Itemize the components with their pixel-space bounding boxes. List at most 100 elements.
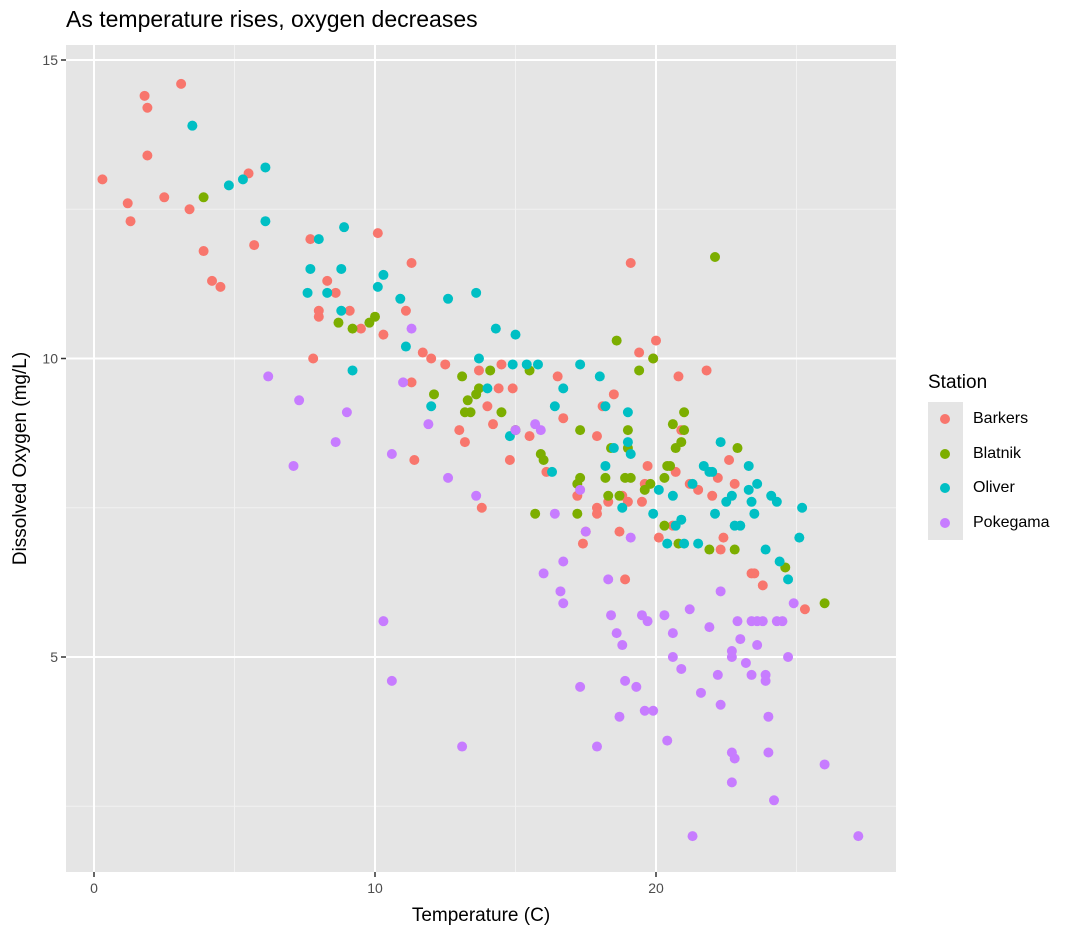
- data-point: [642, 616, 653, 627]
- data-point: [648, 353, 659, 364]
- data-point: [184, 204, 195, 215]
- data-point: [305, 234, 316, 245]
- data-point: [473, 383, 484, 394]
- data-point: [774, 556, 785, 567]
- data-point: [783, 574, 794, 585]
- data-point: [799, 604, 810, 615]
- data-point: [769, 795, 780, 806]
- data-point: [819, 598, 830, 609]
- data-point: [743, 460, 754, 471]
- data-point: [580, 526, 591, 537]
- data-point: [575, 472, 586, 483]
- data-point: [603, 574, 614, 585]
- data-point: [853, 831, 864, 842]
- data-point: [735, 634, 746, 645]
- data-point: [620, 574, 631, 585]
- data-point: [237, 174, 248, 185]
- data-point: [473, 365, 484, 376]
- data-point: [378, 329, 389, 340]
- data-point: [606, 610, 617, 621]
- data-point: [729, 753, 740, 764]
- data-point: [482, 401, 493, 412]
- data-point: [788, 598, 799, 609]
- data-point: [462, 395, 473, 406]
- data-point: [344, 305, 355, 316]
- data-point: [476, 502, 487, 513]
- x-tick-label: 10: [367, 880, 383, 896]
- data-point: [726, 490, 737, 501]
- data-point: [746, 496, 757, 507]
- data-point: [510, 425, 521, 436]
- data-point: [659, 610, 670, 621]
- legend-item-oliver: Oliver: [928, 471, 1015, 506]
- data-point: [718, 532, 729, 543]
- data-point: [187, 120, 198, 131]
- data-point: [645, 478, 656, 489]
- data-point: [783, 652, 794, 662]
- legend-label: Barkers: [973, 410, 1029, 427]
- data-point: [760, 544, 771, 555]
- chart-title: As temperature rises, oxygen decreases: [66, 6, 478, 32]
- data-point: [763, 747, 774, 758]
- data-point: [122, 198, 133, 209]
- legend-label: Oliver: [973, 479, 1015, 497]
- data-point: [797, 502, 808, 513]
- data-point: [558, 598, 569, 609]
- data-point: [667, 628, 678, 639]
- data-point: [552, 371, 563, 382]
- data-point: [726, 777, 737, 788]
- legend: Station Barkers Blatnik Oliver Pokegama: [928, 372, 1050, 541]
- data-point: [608, 389, 619, 400]
- data-point: [198, 192, 209, 203]
- data-point: [333, 317, 344, 328]
- data-point: [749, 508, 760, 519]
- data-point: [426, 401, 437, 412]
- data-point: [707, 490, 718, 501]
- data-point: [336, 305, 347, 316]
- data-point: [288, 460, 299, 471]
- data-point: [575, 359, 586, 370]
- data-point: [417, 347, 428, 358]
- data-point: [777, 616, 788, 627]
- data-point: [710, 508, 721, 519]
- data-points: [97, 78, 864, 842]
- data-point: [305, 263, 316, 274]
- data-point: [547, 466, 558, 477]
- data-point: [409, 454, 420, 465]
- data-point: [757, 616, 768, 627]
- data-point: [667, 652, 678, 662]
- data-point: [634, 365, 645, 376]
- data-point: [443, 472, 454, 483]
- data-point: [496, 407, 507, 418]
- data-point: [732, 616, 743, 627]
- data-point: [558, 413, 569, 424]
- data-point: [673, 371, 684, 382]
- y-tick-label: 10: [42, 351, 58, 367]
- data-point: [642, 460, 653, 471]
- data-point: [724, 454, 735, 465]
- data-point: [215, 281, 226, 292]
- data-point: [347, 323, 358, 334]
- data-point: [577, 538, 588, 549]
- data-point: [729, 544, 740, 555]
- data-point: [223, 180, 234, 191]
- data-point: [524, 431, 535, 442]
- data-point: [429, 389, 440, 400]
- data-point: [591, 741, 602, 752]
- data-point: [575, 681, 586, 692]
- x-tick-label: 0: [90, 880, 98, 896]
- legend-item-barkers: Barkers: [928, 402, 1028, 437]
- data-point: [493, 383, 504, 394]
- data-point: [538, 454, 549, 465]
- data-point: [406, 257, 417, 268]
- data-point: [347, 365, 358, 376]
- data-point: [600, 460, 611, 471]
- data-point: [712, 669, 723, 680]
- data-point: [97, 174, 108, 185]
- data-point: [684, 604, 695, 615]
- data-point: [639, 705, 650, 716]
- data-point: [125, 216, 136, 227]
- data-point: [667, 490, 678, 501]
- data-point: [440, 359, 451, 370]
